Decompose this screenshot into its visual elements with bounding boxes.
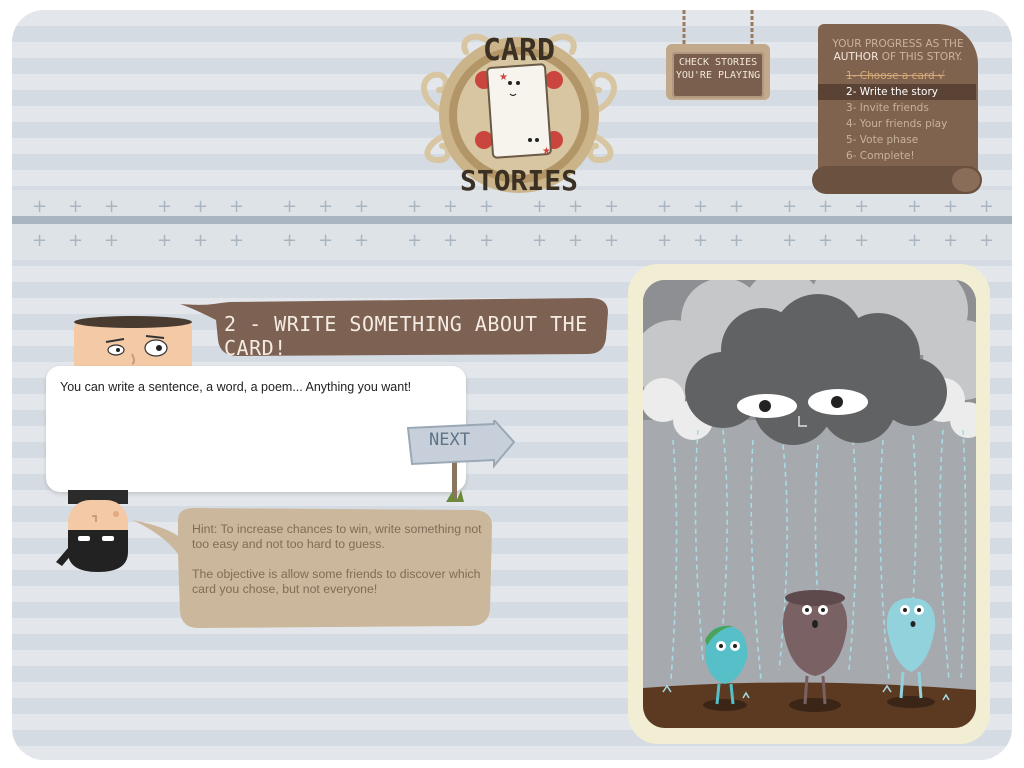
decorative-plus: + [157,230,173,251]
decorative-plus: + [443,196,459,217]
decorative-plus: + [229,196,245,217]
check-stories-button[interactable]: CHECK STORIES YOU'RE PLAYING [662,10,774,110]
progress-scroll: YOUR PROGRESS AS THE AUTHOR OF THIS STOR… [812,18,988,194]
decorative-plus: + [979,196,995,217]
decorative-plus: + [318,196,334,217]
decorative-plus: + [854,196,870,217]
decorative-plus: + [532,196,548,217]
decorative-plus: + [443,230,459,251]
decorative-plus: + [407,230,423,251]
decorative-plus: + [657,196,673,217]
selected-card [628,264,990,744]
decorative-plus: + [854,230,870,251]
progress-title-part2: OF THIS STORY. [881,51,963,63]
decorative-plus: + [68,196,84,217]
decorative-plus: + [604,196,620,217]
progress-title: YOUR PROGRESS AS THE AUTHOR OF THIS STOR… [828,38,968,64]
decorative-plus: + [693,230,709,251]
progress-title-part1: YOUR PROGRESS AS THE [832,38,964,50]
decorative-plus: + [979,230,995,251]
svg-text:★: ★ [542,146,551,157]
game-frame: + + + + + + + + + + + + + + + + + + + + + + + + + + + + + + + + + + + + + + +… [12,10,1012,760]
decorative-plus: + [479,230,495,251]
decorative-plus: + [568,230,584,251]
svg-text:★: ★ [499,72,508,83]
decorative-plus: + [818,196,834,217]
decorative-plus: + [907,230,923,251]
story-input[interactable] [58,378,458,482]
decorative-plus: + [354,230,370,251]
decorative-plus: + [354,196,370,217]
decorative-plus: + [229,230,245,251]
card-illustration [643,280,976,728]
hint-bubble: Hint: To increase chances to win, write … [132,506,494,630]
author-face [70,314,196,378]
progress-step-5: 5- Vote phase [846,134,919,146]
progress-step-1: 1- Choose a card √ [846,70,945,82]
step-title: 2 - WRITE SOMETHING ABOUT THE CARD! [224,312,588,360]
header-separator [12,216,1012,226]
decorative-plus: + [907,196,923,217]
decorative-plus: + [693,196,709,217]
decorative-plus: + [282,230,298,251]
decorative-plus: + [604,230,620,251]
decorative-plus: + [193,230,209,251]
next-button[interactable]: NEXT [402,420,518,506]
decorative-plus: + [104,230,120,251]
progress-steps: 1- Choose a card √ 2- Write the story 3- I… [818,68,976,164]
hint-text: Hint: To increase chances to win, write … [192,522,482,612]
progress-title-author: AUTHOR [833,51,879,63]
progress-step-6: 6- Complete! [846,150,915,162]
decorative-plus: + [568,196,584,217]
check-stories-line1: CHECK STORIES [678,57,758,68]
decorative-plus: + [782,196,798,217]
decorative-plus: + [318,230,334,251]
decorative-plus: + [68,230,84,251]
logo-text-card: CARD [483,33,555,68]
decorative-plus: + [282,196,298,217]
hint-line1: Hint: To increase chances to win, write … [192,522,482,551]
decorative-plus: + [32,230,48,251]
decorative-plus: + [407,196,423,217]
check-stories-label: CHECK STORIES YOU'RE PLAYING [672,56,764,82]
scroll-curl-end [952,168,980,192]
ninja-face [54,490,136,578]
progress-step-2: 2- Write the story [818,84,976,100]
decorative-plus: + [532,230,548,251]
decorative-plus: + [729,230,745,251]
story-input-panel [46,366,466,492]
check-stories-line2: YOU'RE PLAYING [675,70,761,81]
progress-step-3: 3- Invite friends [846,102,929,114]
decorative-plus: + [479,196,495,217]
hint-line2: The objective is allow some friends to d… [192,567,481,596]
decorative-plus: + [729,196,745,217]
next-label: NEXT [429,430,470,450]
decorative-band-bottom: + + + + + + + + + + + + + + + + + + + + + + + + [12,224,1012,260]
decorative-plus: + [32,196,48,217]
decorative-plus: + [657,230,673,251]
logo-text-stories: STORIES [460,164,578,197]
progress-step-4: 4- Your friends play [846,118,948,130]
progress-paper [818,24,978,176]
decorative-plus: + [818,230,834,251]
decorative-plus: + [104,196,120,217]
check-stories-board [672,52,764,98]
decorative-plus: + [943,230,959,251]
decorative-plus: + [943,196,959,217]
step-title-bubble: 2 - WRITE SOMETHING ABOUT THE CARD! [180,298,610,360]
decorative-plus: + [782,230,798,251]
decorative-plus: + [157,196,173,217]
card-stories-logo[interactable]: ★ ★ CARD STORIES [404,20,634,200]
decorative-plus: + [193,196,209,217]
